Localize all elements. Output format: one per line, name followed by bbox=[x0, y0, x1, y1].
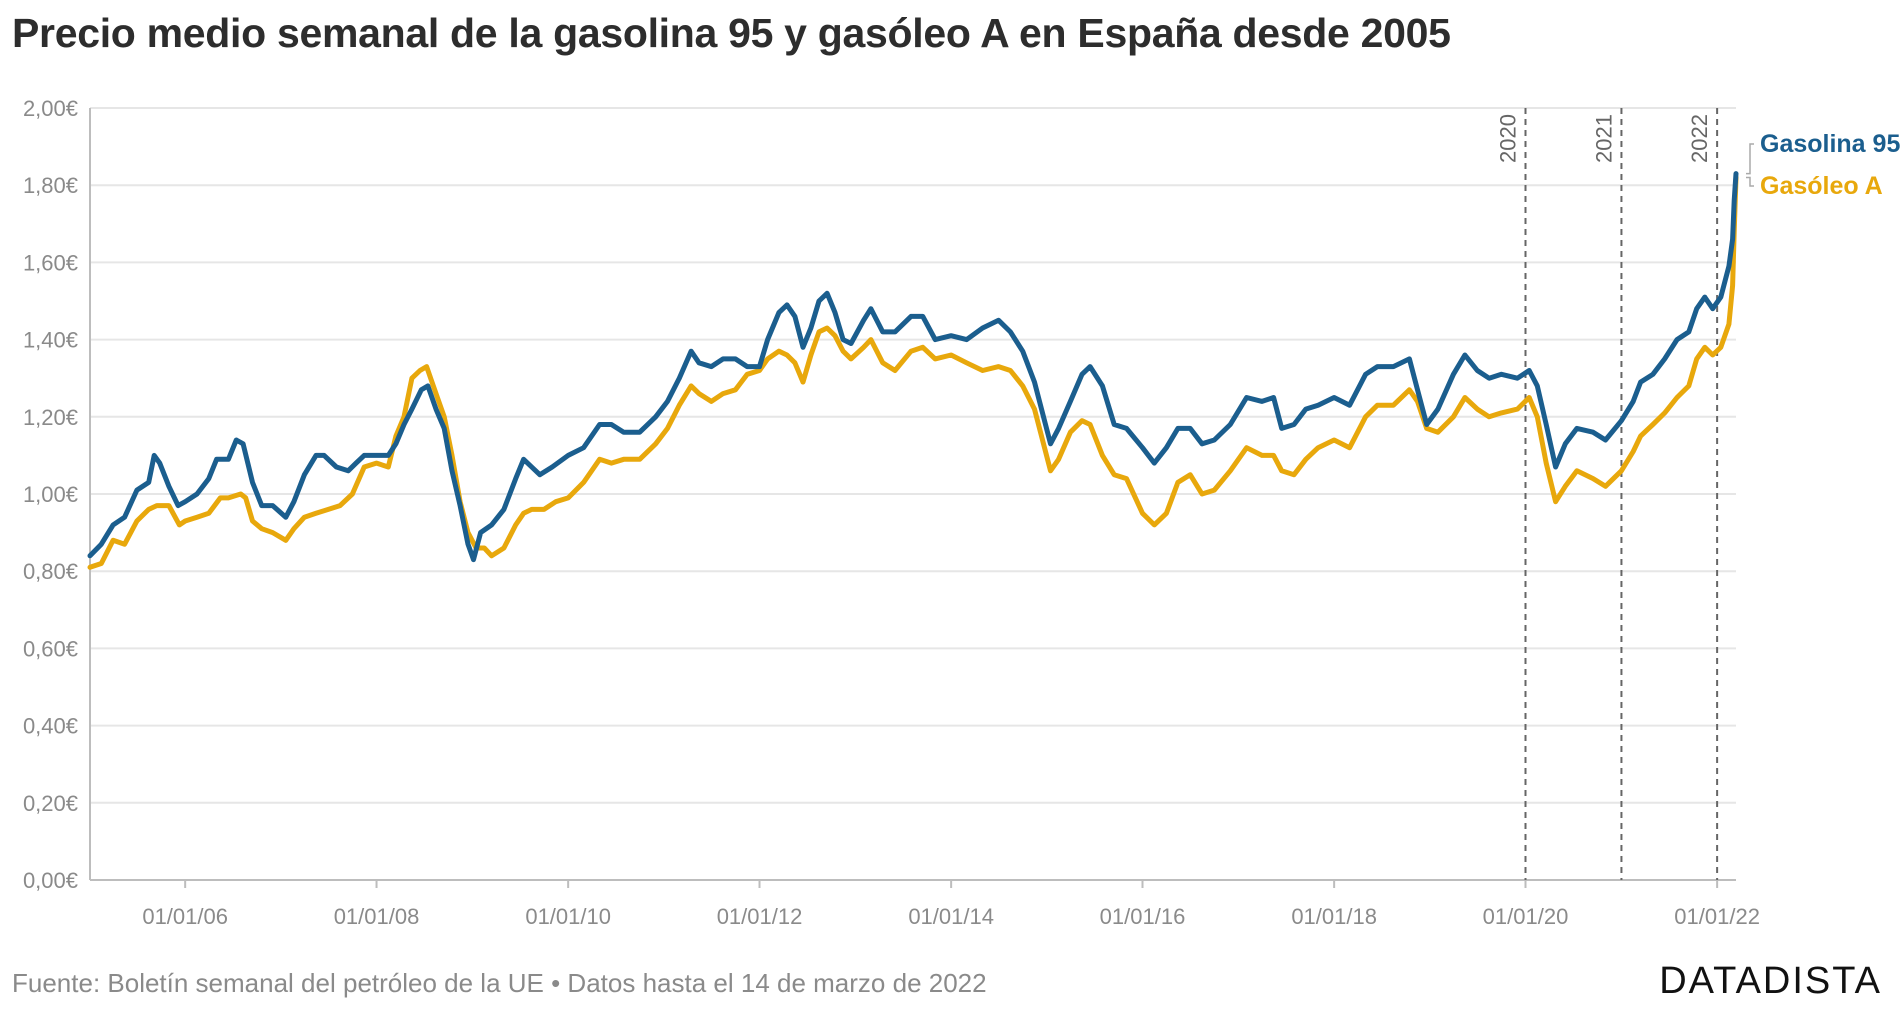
year-marker-label: 2021 bbox=[1591, 114, 1616, 163]
y-tick-label: 1,20€ bbox=[23, 405, 78, 430]
y-tick-label: 1,40€ bbox=[23, 328, 78, 353]
year-marker-label: 2020 bbox=[1495, 114, 1520, 163]
y-tick-label: 1,80€ bbox=[23, 173, 78, 198]
x-tick-label: 01/01/16 bbox=[1100, 904, 1186, 929]
y-tick-label: 2,00€ bbox=[23, 96, 78, 121]
y-tick-label: 0,20€ bbox=[23, 791, 78, 816]
gridlines bbox=[90, 107, 1736, 881]
legend-bracket bbox=[1746, 143, 1754, 175]
y-tick-label: 1,60€ bbox=[23, 250, 78, 275]
x-tick-label: 01/01/12 bbox=[717, 904, 803, 929]
y-tick-label: 1,00€ bbox=[23, 482, 78, 507]
chart-title: Precio medio semanal de la gasolina 95 y… bbox=[12, 10, 1451, 56]
x-tick-label: 01/01/22 bbox=[1674, 904, 1760, 929]
brand-logo: DATADISTA bbox=[1659, 960, 1882, 1002]
legend: Gasolina 95 Gasóleo A bbox=[1746, 130, 1900, 200]
x-tick-label: 01/01/10 bbox=[525, 904, 611, 929]
legend-label: Gasóleo A bbox=[1760, 172, 1883, 200]
axes: 0,00€ 0,20€ 0,40€ 0,60€ 0,80€ 1,00€ 1,20€ 1,40€… bbox=[23, 96, 1760, 929]
x-tick-label: 01/01/20 bbox=[1483, 904, 1569, 929]
year-marker-label: 2022 bbox=[1687, 114, 1712, 163]
legend-bracket bbox=[1746, 176, 1754, 187]
year-markers: 2020 2021 2022 bbox=[1495, 108, 1719, 880]
y-tick-label: 0,40€ bbox=[23, 714, 78, 739]
y-tick-label: 0,80€ bbox=[23, 559, 78, 584]
series-line bbox=[87, 171, 1739, 563]
series-line bbox=[87, 175, 1739, 570]
source-note: Fuente: Boletín semanal del petróleo de … bbox=[12, 968, 987, 998]
series-lines bbox=[87, 171, 1739, 570]
x-tick-label: 01/01/06 bbox=[142, 904, 228, 929]
y-tick-label: 0,00€ bbox=[23, 868, 78, 893]
legend-label: Gasolina 95 bbox=[1760, 130, 1900, 158]
x-tick-label: 01/01/18 bbox=[1291, 904, 1377, 929]
y-tick-label: 0,60€ bbox=[23, 636, 78, 661]
x-tick-label: 01/01/08 bbox=[334, 904, 420, 929]
x-tick-label: 01/01/14 bbox=[908, 904, 994, 929]
